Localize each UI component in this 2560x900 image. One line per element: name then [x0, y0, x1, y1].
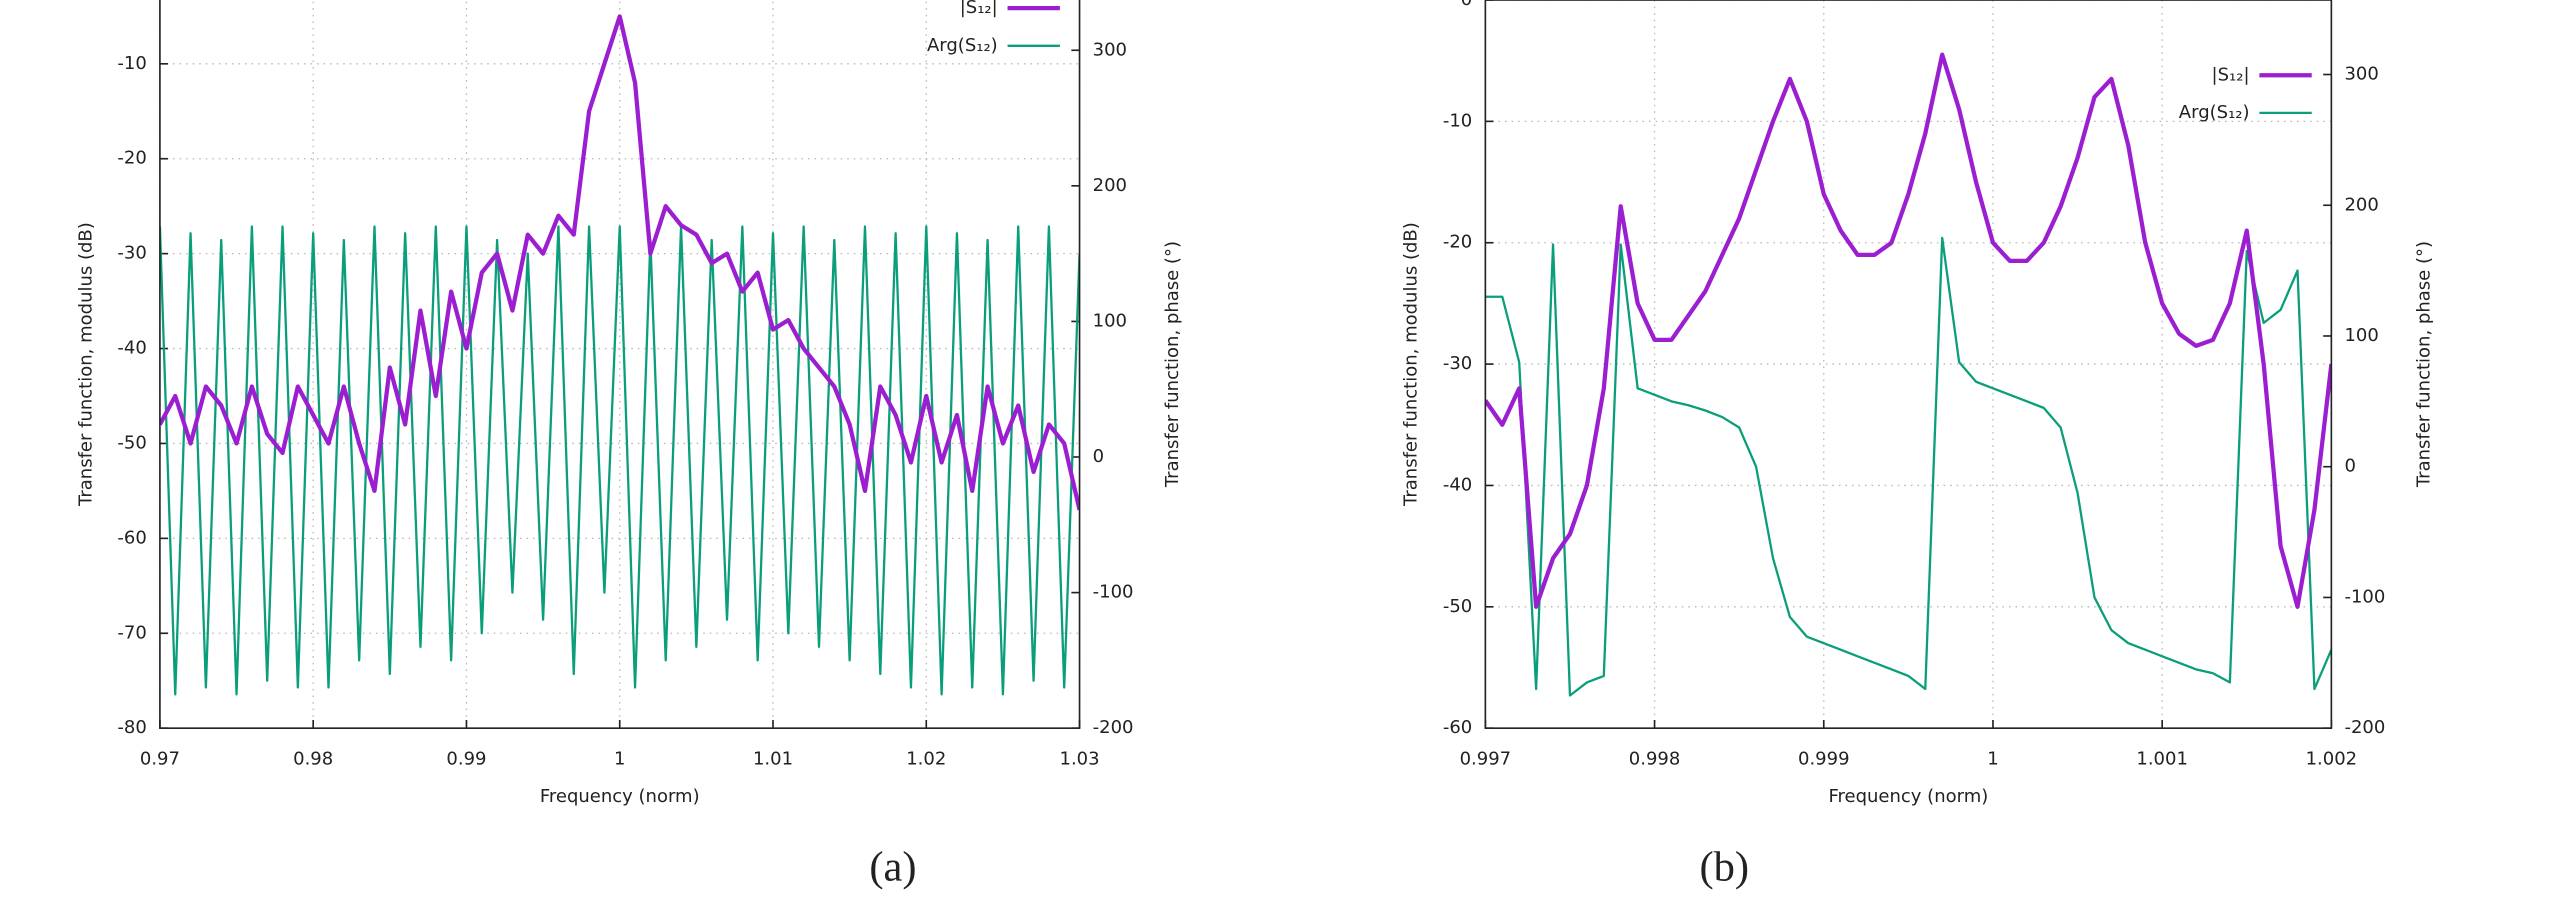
plot-frame	[159, 0, 1081, 729]
series-line	[1485, 236, 2332, 697]
x-tick-label: 1	[614, 748, 625, 769]
y-tick-label: -10	[1443, 110, 1472, 131]
y2-axis-label: Transfer function, phase (°)	[1162, 241, 1183, 488]
y-tick-label: -20	[1443, 232, 1472, 253]
series-line	[159, 225, 1080, 696]
legend-label: |S₁₂|	[960, 0, 998, 18]
y-axis-label: Transfer function, modulus (dB)	[1401, 222, 1422, 507]
y-tick-label: -20	[117, 148, 146, 169]
chart-panel: 0.97 0.98 0.99 1 1.01 1.02 1.03 -80 -70 -60 -50 -40…	[75, 0, 1183, 890]
y2-tick-label: -100	[2344, 586, 2385, 607]
y2-tick-label: 300	[1093, 39, 1127, 60]
y2-tick-label: 0	[1093, 446, 1104, 467]
x-tick-label: 0.99	[446, 748, 486, 769]
y-tick-label: -50	[117, 432, 146, 453]
caption: (a)	[869, 843, 916, 890]
y2-tick-label: 0	[2344, 456, 2355, 477]
y2-tick-label: 300	[2344, 64, 2378, 85]
y-tick-label: -80	[117, 717, 146, 738]
x-axis-label: Frequency (norm)	[1828, 786, 1988, 807]
y2-tick-label: -200	[2344, 717, 2385, 738]
x-tick-label: 0.98	[293, 748, 333, 769]
legend-label: Arg(S₁₂)	[2179, 102, 2250, 123]
y2-tick-label: 100	[2344, 325, 2378, 346]
series-line	[1485, 52, 2332, 609]
y-tick-label: -40	[1443, 474, 1472, 495]
y-tick-label: -10	[117, 53, 146, 74]
x-tick-label: 0.997	[1460, 748, 1512, 769]
x-tick-label: 0.998	[1629, 748, 1681, 769]
y-axis-label: Transfer function, modulus (dB)	[75, 222, 96, 507]
y-tick-label: -30	[117, 243, 146, 264]
legend-label: |S₁₂|	[2212, 64, 2250, 85]
y-tick-label: 0	[1461, 0, 1472, 10]
x-tick-label: 1.002	[2306, 748, 2358, 769]
series-line	[159, 14, 1080, 511]
legend-label: Arg(S₁₂)	[927, 35, 998, 56]
y-tick-label: -60	[1443, 717, 1472, 738]
x-tick-label: 0.97	[140, 748, 180, 769]
x-tick-label: 1.01	[753, 748, 793, 769]
y-tick-label: -60	[117, 527, 146, 548]
y-tick-label: -30	[1443, 353, 1472, 374]
caption: (b)	[1699, 843, 1749, 890]
x-tick-label: 1.03	[1060, 748, 1100, 769]
y2-tick-label: 100	[1093, 310, 1127, 331]
y-tick-label: -40	[117, 338, 146, 359]
y2-axis-label: Transfer function, phase (°)	[2414, 241, 2435, 488]
x-tick-label: 1	[1987, 748, 1998, 769]
y-tick-label: -70	[117, 622, 146, 643]
y2-tick-label: 200	[2344, 194, 2378, 215]
y2-tick-label: -100	[1093, 582, 1134, 603]
y-tick-label: -50	[1443, 596, 1472, 617]
x-axis-label: Frequency (norm)	[540, 786, 700, 807]
plot-frame	[1484, 0, 2333, 729]
x-tick-label: 0.999	[1798, 748, 1850, 769]
x-tick-label: 1.02	[906, 748, 946, 769]
y2-tick-label: -200	[1093, 717, 1134, 738]
y2-tick-label: 200	[1093, 175, 1127, 196]
chart-panel: 0.997 0.998 0.999 1 1.001 1.002 -60 -50 -40 -30 -2…	[1401, 0, 2435, 890]
x-tick-label: 1.001	[2136, 748, 2188, 769]
